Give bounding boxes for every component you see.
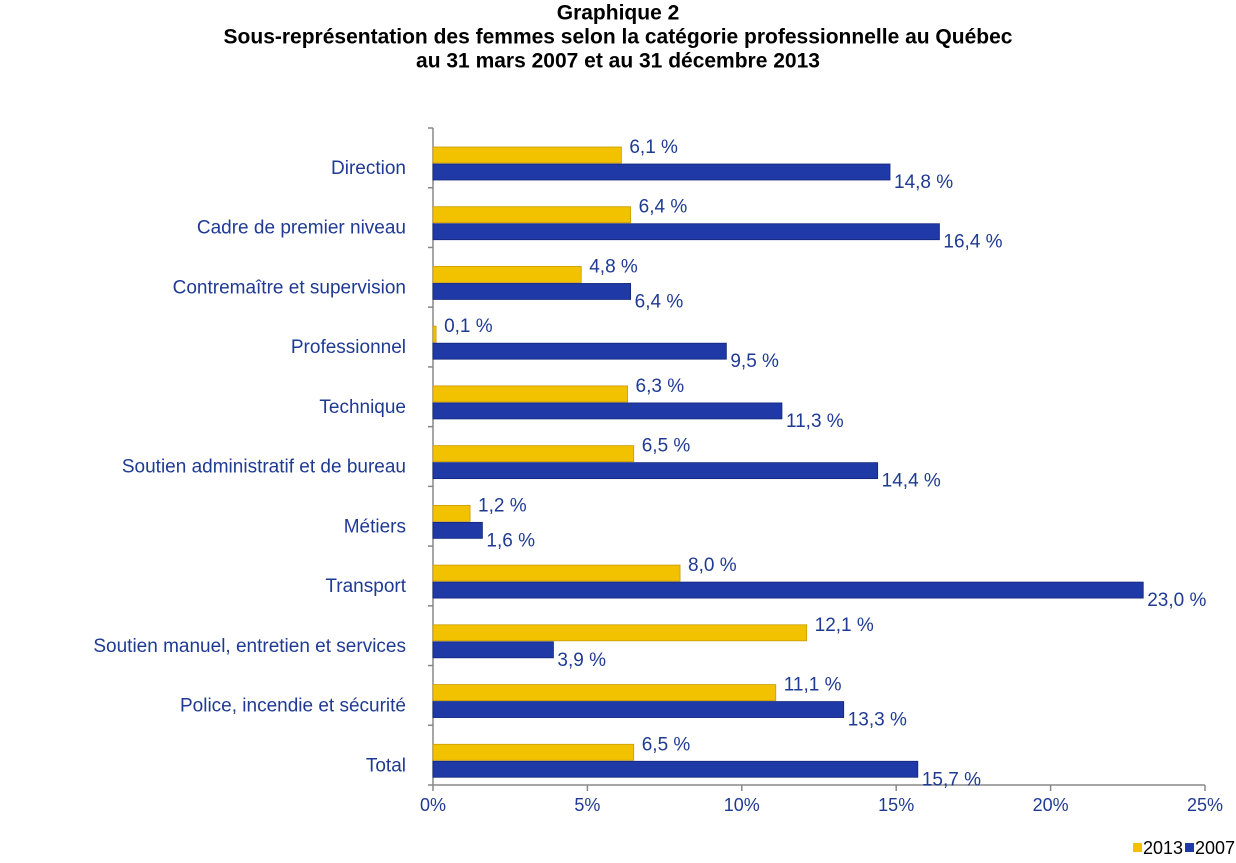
bar [432, 163, 891, 181]
bar [432, 342, 727, 360]
data-label: 16,4 % [943, 232, 1002, 253]
x-tick-label: 15% [878, 795, 914, 815]
bar [432, 743, 635, 761]
y-tick-label: Direction [331, 158, 406, 179]
data-label: 14,8 % [894, 172, 953, 193]
y-tick-label: Métiers [344, 516, 406, 537]
data-label: 13,3 % [848, 710, 907, 731]
data-label: 6,1 % [629, 137, 678, 158]
bar [432, 701, 845, 718]
y-tick-label: Transport [325, 576, 406, 597]
chart-subtitle: au 31 mars 2007 et au 31 décembre 2013 [416, 50, 820, 73]
data-label: 14,4 % [882, 471, 941, 492]
bar [432, 581, 1144, 599]
data-label: 9,5 % [730, 351, 779, 372]
bar [432, 564, 681, 582]
bar [432, 760, 919, 778]
x-tick-label: 0% [420, 795, 446, 815]
data-label: 1,6 % [486, 530, 535, 551]
legend-swatch [1133, 843, 1142, 852]
bar [432, 146, 622, 164]
y-tick-label: Cadre de premier niveau [197, 218, 406, 239]
data-label: 8,0 % [688, 555, 737, 576]
y-tick-label: Soutien manuel, entretien et services [93, 636, 406, 657]
bar [432, 325, 437, 343]
data-label: 6,4 % [635, 291, 684, 312]
y-tick-label: Soutien administratif et de bureau [122, 457, 406, 478]
data-label: 4,8 % [589, 256, 638, 277]
bar [432, 684, 777, 701]
bar [432, 283, 632, 300]
data-label: 11,1 % [784, 675, 842, 696]
bar [432, 223, 940, 241]
chart-subtitle: Sous-représentation des femmes selon la … [224, 26, 1013, 49]
y-tick-label: Technique [319, 397, 406, 418]
data-label: 12,1 % [815, 615, 874, 636]
x-tick-label: 25% [1187, 795, 1223, 815]
bar [432, 206, 632, 224]
bar [432, 266, 582, 283]
data-label: 3,9 % [557, 650, 606, 671]
bar [432, 504, 471, 522]
data-label: 1,2 % [478, 495, 527, 516]
y-tick-label: Professionnel [291, 337, 406, 358]
bar [432, 641, 554, 659]
bar [432, 385, 628, 403]
x-tick-label: 5% [574, 795, 600, 815]
data-label: 6,5 % [642, 436, 691, 457]
bar [432, 521, 483, 539]
x-tick-label: 10% [724, 795, 760, 815]
legend-label: 2007 [1195, 838, 1235, 858]
data-label: 0,1 % [444, 316, 493, 337]
y-tick-label: Total [366, 755, 406, 776]
chart-title: Graphique 2 [557, 2, 680, 25]
legend-swatch [1185, 843, 1194, 852]
data-label: 6,5 % [642, 734, 691, 755]
x-tick-label: 20% [1033, 795, 1069, 815]
bar [432, 445, 635, 463]
data-label: 15,7 % [922, 769, 981, 790]
bar [432, 624, 808, 642]
data-label: 23,0 % [1147, 590, 1206, 611]
bar [432, 402, 783, 420]
bar [432, 462, 879, 480]
data-label: 11,3 % [786, 411, 844, 432]
data-label: 6,4 % [639, 197, 688, 218]
data-label: 6,3 % [636, 376, 685, 397]
legend-label: 2013 [1143, 838, 1183, 858]
y-tick-label: Contremaître et supervision [173, 277, 406, 298]
y-tick-label: Police, incendie et sécurité [180, 696, 406, 717]
